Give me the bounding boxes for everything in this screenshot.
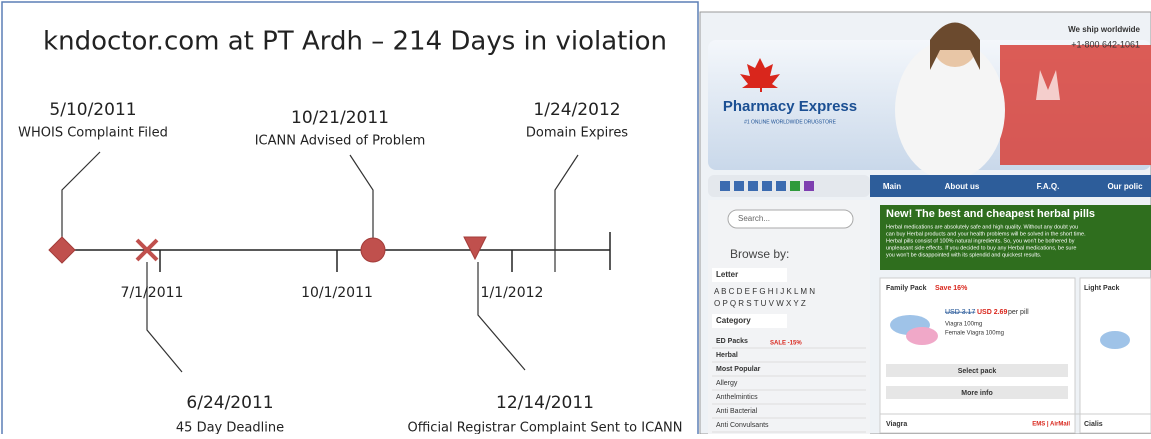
logo: Pharmacy Express	[723, 98, 857, 115]
category-link[interactable]: ED Packs	[716, 338, 748, 345]
event-label: WHOIS Complaint Filed	[18, 126, 168, 141]
old-price: USD 3.17	[945, 309, 975, 316]
axis-label: 1/1/2012	[481, 285, 544, 301]
phone: +1-800 642-1061	[1071, 39, 1140, 49]
axis-label: 10/1/2011	[301, 285, 373, 301]
category-link[interactable]: Anthelmintics	[716, 394, 758, 401]
event-date: 10/21/2011	[291, 108, 389, 128]
category-link[interactable]: Anti Bacterial	[716, 408, 758, 415]
sale-badge: SALE -15%	[770, 341, 802, 347]
event-label: Domain Expires	[526, 126, 628, 141]
banner-text: unpleasant side effects. If you decided …	[886, 245, 1076, 251]
nav-item[interactable]: Main	[883, 182, 901, 191]
title: kndoctor.com at PT Ardh – 214 Days in vi…	[43, 27, 667, 57]
per-unit: per pill	[1008, 309, 1029, 316]
pack-save: Save 16%	[935, 285, 968, 292]
section-label: Letter	[716, 270, 738, 279]
ship-note: We ship worldwide	[1068, 25, 1140, 34]
pack-title: Family Pack	[886, 285, 927, 292]
event-date: 12/14/2011	[496, 393, 594, 413]
event-date: 5/10/2011	[49, 100, 136, 120]
category-link[interactable]: Most Popular	[716, 366, 761, 373]
drug-name: Female Viagra 100mg	[945, 331, 1004, 337]
browse-label: Browse by:	[730, 247, 789, 261]
category-link[interactable]: Allergy	[716, 380, 738, 387]
page: kndoctor.com at PT Ardh – 214 Days in vi…	[0, 0, 1151, 439]
pack-title: Light Pack	[1084, 285, 1120, 292]
slide: kndoctor.com at PT Ardh – 214 Days in vi…	[0, 0, 1151, 434]
banner-text: Herbal medications are absolutely safe a…	[886, 224, 1078, 230]
section-label: Category	[716, 316, 751, 325]
select-button[interactable]: Select pack	[958, 368, 997, 375]
nav-item[interactable]: F.A.Q.	[1037, 182, 1060, 191]
event-label: Official Registrar Complaint Sent to ICA…	[408, 421, 683, 435]
new-price: USD 2.69	[977, 309, 1007, 316]
event-date: 6/24/2011	[186, 393, 273, 413]
nav-item[interactable]: Our polic	[1107, 182, 1143, 191]
circle-marker	[361, 238, 385, 262]
banner-title: New! The best and cheapest herbal pills	[886, 208, 1095, 220]
product-name[interactable]: Viagra	[886, 421, 907, 428]
drug-name: Viagra 100mg	[945, 322, 982, 328]
event-label: ICANN Advised of Problem	[255, 134, 426, 149]
category-link[interactable]: Herbal	[716, 352, 738, 359]
website-screenshot: Pharmacy Express #1 ONLINE WORLDWIDE DRU…	[700, 12, 1151, 434]
category-link[interactable]: Anti Convulsants	[716, 422, 769, 429]
banner-text: Herbal pills consist of 100% natural ing…	[886, 238, 1075, 244]
event-date: 1/24/2012	[533, 100, 620, 120]
event-label: 45 Day Deadline	[176, 421, 284, 435]
tagline: #1 ONLINE WORLDWIDE DRUGSTORE	[744, 119, 837, 125]
timeline-panel	[2, 2, 698, 434]
nav-item[interactable]: About us	[945, 182, 980, 191]
letters[interactable]: O P Q R S T U V W X Y Z	[714, 299, 806, 308]
banner-text: you won't be disappointed with its splen…	[886, 252, 1042, 258]
letters[interactable]: A B C D E F G H I J K L M N	[714, 287, 815, 296]
search-box[interactable]: Search...	[738, 214, 770, 223]
more-button[interactable]: More info	[961, 390, 993, 397]
axis-label: 7/1/2011	[121, 285, 184, 301]
ship-options: EMS | AirMail	[1032, 422, 1070, 428]
product-name[interactable]: Cialis	[1084, 421, 1103, 428]
banner-text: can buy Herbal products and your health …	[886, 231, 1086, 237]
